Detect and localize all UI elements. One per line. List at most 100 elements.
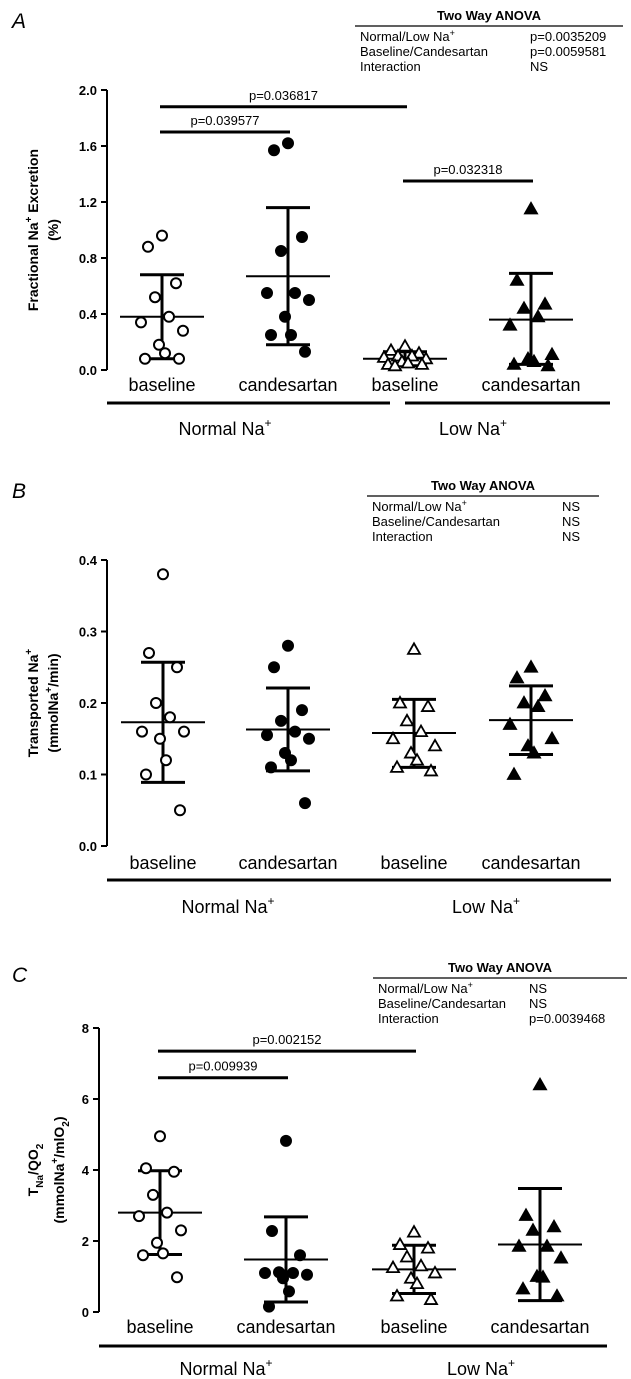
data-point (427, 1265, 443, 1279)
series-3 (372, 1224, 456, 1305)
anova-row-value: NS (562, 499, 580, 514)
data-point (154, 732, 166, 745)
group-label: Normal Na+ (178, 416, 271, 439)
data-point (413, 723, 429, 737)
data-point (537, 296, 553, 310)
data-point (285, 754, 297, 767)
data-point (301, 1268, 313, 1281)
data-point (266, 1225, 278, 1238)
y-tick-label: 0.4 (79, 307, 98, 322)
panel-letter: C (12, 964, 28, 987)
group-label: Normal Na+ (181, 894, 274, 917)
anova-row-text: Normal/Low Na (372, 499, 462, 514)
series-4 (489, 201, 573, 372)
y-tick-label: 0.8 (79, 251, 97, 266)
data-point (171, 1271, 183, 1284)
data-point (136, 725, 148, 738)
anova-title: Two Way ANOVA (431, 478, 536, 493)
anova-row-text: Interaction (378, 1011, 439, 1026)
y-tick-label: 0.2 (79, 696, 97, 711)
data-point (287, 1266, 299, 1279)
data-point (389, 1288, 405, 1302)
data-point (389, 759, 405, 773)
superscript: + (450, 28, 455, 38)
series-2 (246, 137, 330, 358)
anova-row-value: p=0.0035209 (530, 29, 606, 44)
data-point (168, 1165, 180, 1178)
data-point (296, 704, 308, 717)
data-point (526, 745, 542, 759)
y-tick-label: 0.0 (79, 839, 97, 854)
data-point (303, 732, 315, 745)
x-category-label: candesartan (238, 375, 337, 395)
data-point (399, 1249, 415, 1263)
superscript: + (24, 216, 35, 222)
data-point (420, 1240, 436, 1254)
data-point (502, 317, 518, 331)
anova-row-text: Interaction (372, 529, 433, 544)
data-point (544, 730, 560, 745)
data-point (303, 294, 315, 306)
data-point (142, 240, 154, 253)
data-point (420, 698, 436, 712)
data-point (160, 754, 172, 767)
x-category-label: baseline (380, 1317, 447, 1337)
y-tick-label: 2 (82, 1234, 89, 1249)
anova-row-text: Baseline/Candesartan (360, 44, 488, 59)
anova-title: Two Way ANOVA (437, 8, 542, 23)
anova-row-label: Normal/Low Na+ (360, 28, 455, 44)
series-4 (489, 659, 573, 780)
data-point (403, 1270, 419, 1284)
data-point (509, 272, 525, 286)
data-point (397, 338, 413, 352)
anova-row-value: p=0.0039468 (529, 1011, 605, 1026)
data-point (518, 1207, 534, 1221)
data-point (147, 1188, 159, 1201)
data-point (163, 310, 175, 323)
anova-row-value: p=0.0059581 (530, 44, 606, 59)
group-label-text: Low Na (447, 1359, 509, 1379)
subscript: Na (35, 1175, 46, 1188)
data-point (537, 688, 553, 702)
data-point (532, 1076, 548, 1091)
series-2 (244, 1134, 328, 1313)
series-1 (121, 568, 205, 817)
data-point (413, 1258, 429, 1272)
y-tick-label: 0.4 (79, 553, 98, 568)
group-label: Low Na+ (447, 1356, 515, 1379)
anova-row-label: Normal/Low Na+ (372, 498, 467, 514)
data-point (157, 568, 169, 581)
anova-row-value: NS (529, 996, 547, 1011)
data-point (299, 797, 311, 810)
data-point (150, 697, 162, 709)
comparison-label: p=0.009939 (188, 1059, 257, 1074)
data-point (174, 804, 186, 817)
x-category-label: baseline (371, 375, 438, 395)
group-label-text: Normal Na (181, 897, 268, 917)
data-point (526, 353, 542, 368)
data-point (423, 763, 439, 777)
data-point (506, 356, 522, 370)
y-tick-label: 0 (82, 1305, 89, 1320)
data-point (427, 738, 443, 752)
anova-row-label: Baseline/Candesartan (360, 44, 488, 59)
data-point (423, 1291, 439, 1305)
group-label: Low Na+ (439, 416, 507, 439)
data-point (289, 287, 301, 299)
ylabel-text: (%) (45, 219, 61, 241)
ylabel-text: /QO (25, 1149, 41, 1175)
data-point (523, 201, 539, 215)
ylabel-text: Excretion (25, 149, 41, 217)
data-point (523, 659, 539, 673)
data-point (409, 1275, 425, 1289)
data-point (275, 714, 287, 727)
superscript: + (268, 894, 275, 908)
ylabel-text: (mmolNa (51, 1163, 67, 1223)
anova-row-value: NS (530, 59, 548, 74)
data-point (406, 641, 422, 655)
data-point (149, 291, 161, 304)
ylabel-text: /mlO (51, 1127, 67, 1158)
y-axis-label: Fractional Na+ Excretion(%) (24, 149, 61, 311)
data-point (265, 761, 277, 774)
